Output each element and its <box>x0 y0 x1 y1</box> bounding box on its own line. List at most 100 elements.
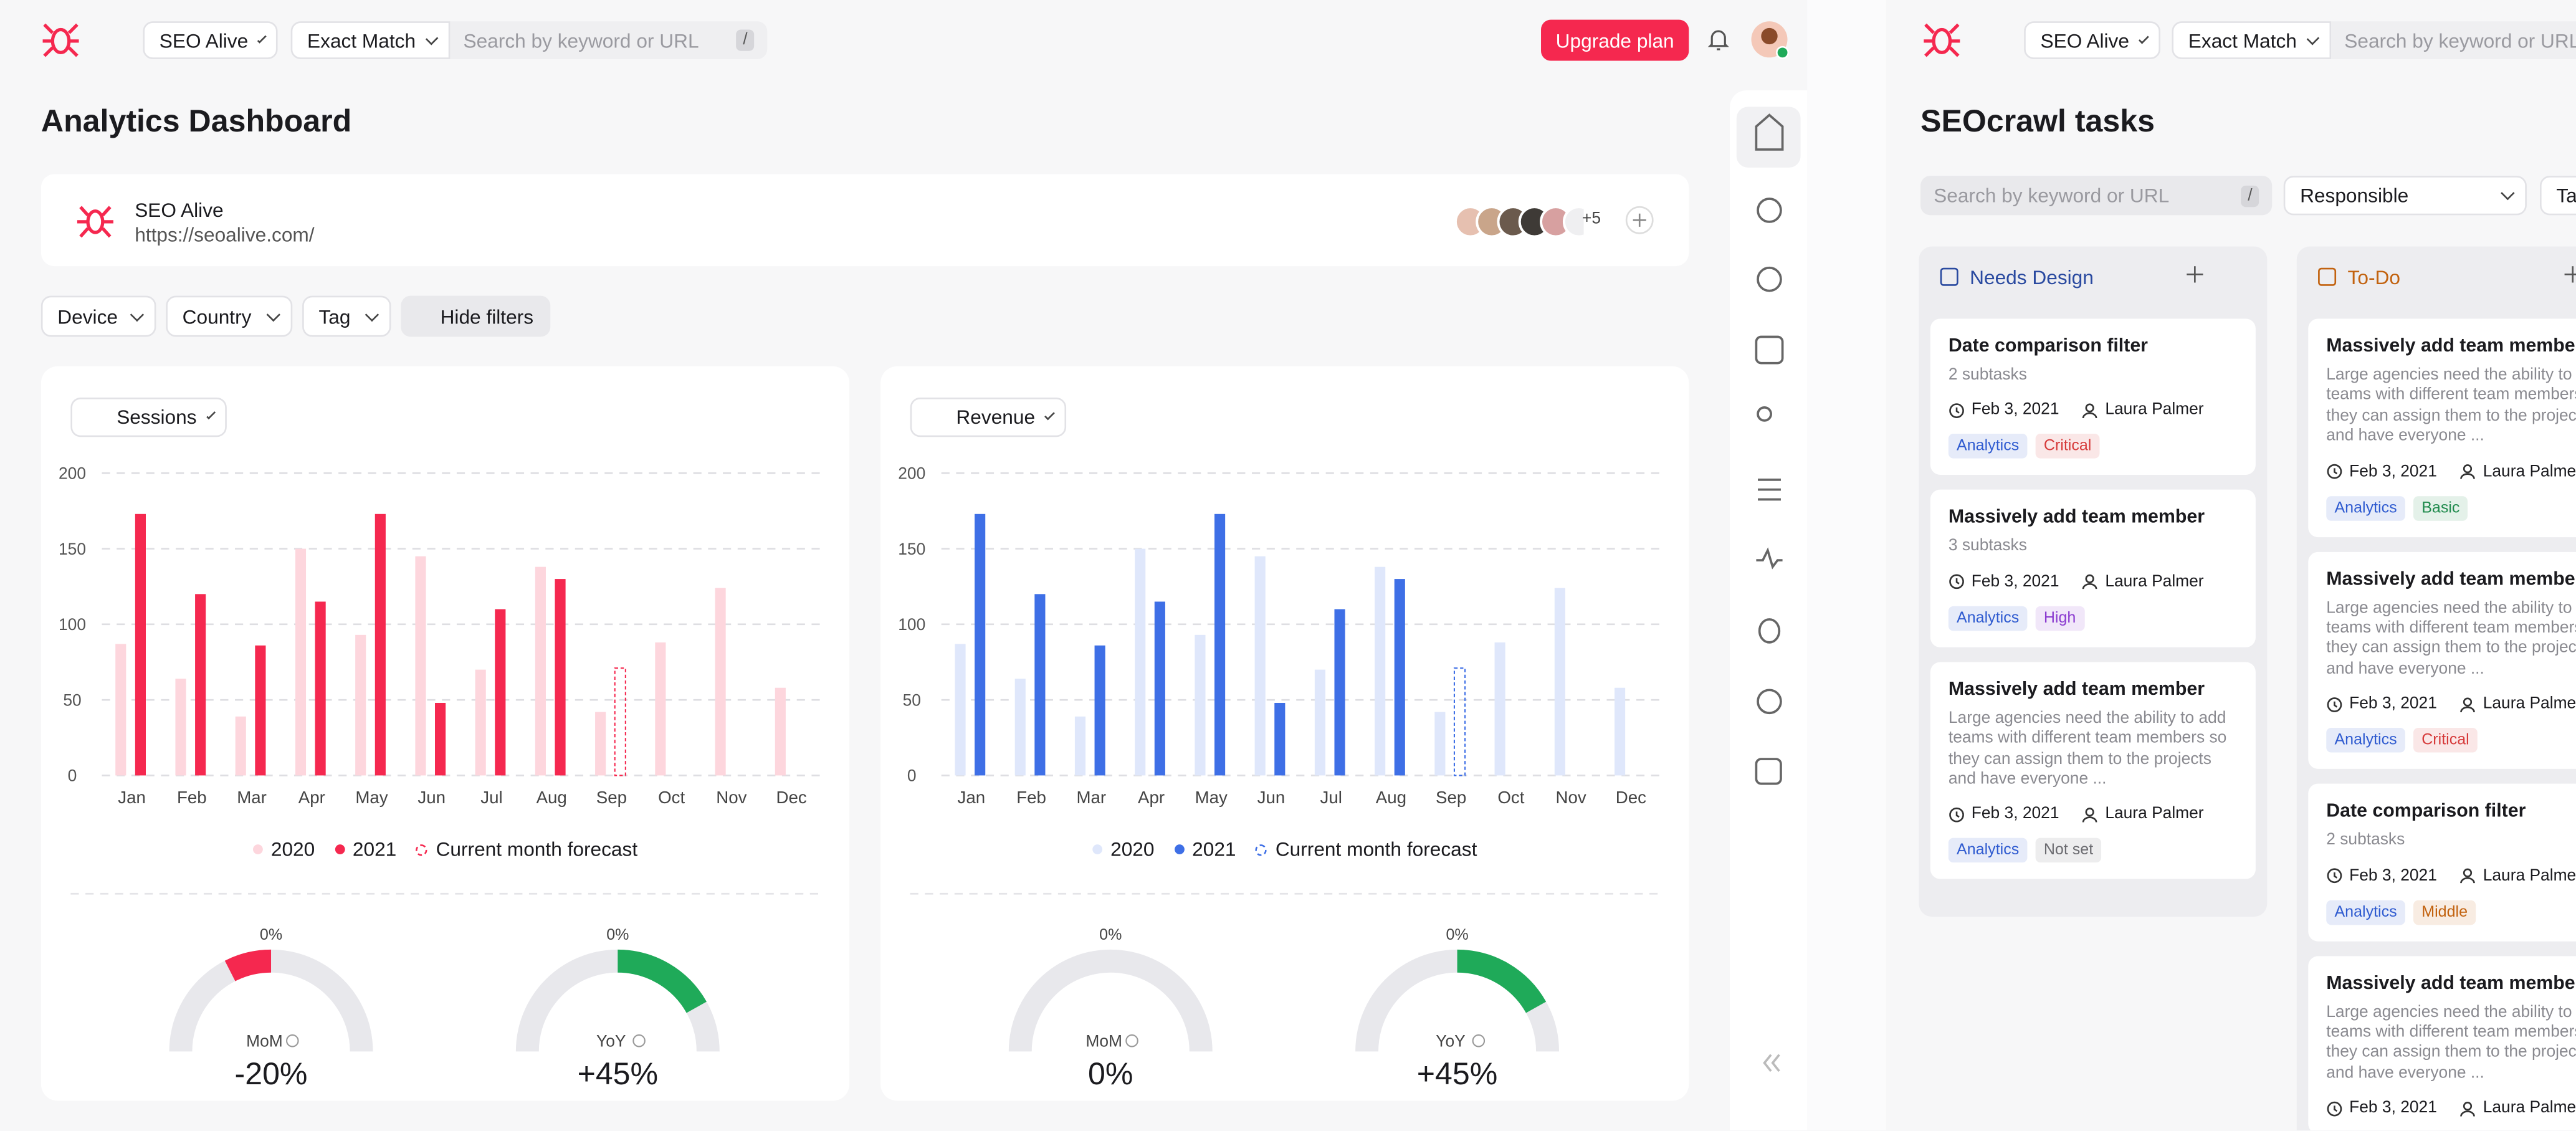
filter-button[interactable]: Tag <box>302 295 391 337</box>
filter-button[interactable]: Country <box>166 295 293 337</box>
logo[interactable] <box>39 18 82 61</box>
card-assignee: Laura Palmer <box>2082 573 2204 591</box>
tag[interactable]: Analytics <box>1948 606 2028 631</box>
nav-target[interactable] <box>1757 266 1782 292</box>
add-card[interactable] <box>2187 261 2203 287</box>
legend-item[interactable]: Current month forecast <box>416 838 637 861</box>
project-select[interactable]: SEO Alive <box>143 21 278 59</box>
tag-select[interactable]: Tag <box>2539 176 2576 216</box>
x-tick-label: Mar <box>237 788 267 807</box>
task-card[interactable]: Date comparison filter 2 subtasks Feb 3, 2… <box>1930 318 2256 476</box>
nav-history[interactable] <box>1757 689 1782 715</box>
tag[interactable]: Analytics <box>2326 899 2405 925</box>
avatar[interactable] <box>1750 20 1793 63</box>
gauge-zero: 0% <box>606 926 629 943</box>
site-url[interactable]: https://seoalive.com/ <box>135 223 315 247</box>
legend-item[interactable]: 2020 <box>252 838 315 861</box>
task-search[interactable]: Search by keyword or URL / <box>1920 176 2273 216</box>
tag[interactable]: Analytics <box>1948 838 2028 864</box>
card-subtasks: 2 subtasks <box>2326 831 2405 850</box>
legend-marker <box>1174 844 1184 854</box>
legend-item[interactable]: Current month forecast <box>1256 838 1477 861</box>
x-tick-label: Apr <box>298 788 325 807</box>
match-select[interactable]: Exact Match <box>2172 21 2332 59</box>
bar <box>955 644 966 776</box>
card-description: Large agencies need the ability to add t… <box>2326 599 2576 679</box>
search-box[interactable]: Search by keyword or URL <box>2331 21 2576 59</box>
nav-list[interactable] <box>1758 479 1781 501</box>
task-card[interactable]: Massively add team member Large agencies … <box>2308 551 2576 770</box>
tag[interactable]: Critical <box>2413 728 2478 753</box>
metric-select[interactable]: Sessions <box>70 398 227 437</box>
gauge-track <box>1355 949 1560 1052</box>
bar <box>255 645 266 776</box>
collapse[interactable] <box>1763 1054 1780 1072</box>
add-member[interactable] <box>1624 206 1654 235</box>
member-avatars[interactable] <box>1453 204 1584 240</box>
legend-item[interactable]: 2021 <box>334 838 396 861</box>
match-select[interactable]: Exact Match <box>290 21 451 59</box>
filter-button[interactable]: Device <box>41 295 156 337</box>
project-select[interactable]: SEO Alive <box>2024 21 2160 59</box>
bar <box>235 716 246 776</box>
date-text: Feb 3, 2021 <box>1971 573 2059 591</box>
task-card[interactable]: Massively add team member 3 subtasks Feb 3… <box>1930 490 2256 647</box>
x-tick-label: Sep <box>1436 788 1466 807</box>
gauge-track <box>169 949 373 1052</box>
logo[interactable] <box>1920 18 1963 61</box>
bar <box>1154 601 1165 776</box>
legend: 2020 2021 Current month forecast <box>41 838 849 861</box>
site-name: SEO Alive <box>135 199 224 222</box>
nav-chart[interactable] <box>1755 335 1784 365</box>
bar <box>1375 566 1386 776</box>
tag[interactable]: High <box>2035 606 2084 631</box>
card-date: Feb 3, 2021 <box>2326 695 2437 713</box>
nav-edit[interactable] <box>1755 758 1782 785</box>
assignee-text: Laura Palmer <box>2483 867 2576 885</box>
card-tags: Analytics Middle <box>2326 899 2576 925</box>
task-card[interactable]: Massively add team member Large agencies … <box>2308 318 2576 537</box>
nav-bug[interactable] <box>1758 618 1781 644</box>
nav-timer[interactable] <box>1757 198 1782 223</box>
nav-home[interactable] <box>1755 113 1784 151</box>
sidebar-icons <box>1736 107 1801 1072</box>
bar <box>1615 687 1626 776</box>
bar <box>1254 556 1266 776</box>
date-text: Feb 3, 2021 <box>2349 695 2437 713</box>
tag[interactable]: Not set <box>2035 838 2102 864</box>
x-tick-label: Feb <box>1016 788 1046 807</box>
legend-item[interactable]: 2021 <box>1174 838 1236 861</box>
bar <box>1494 642 1505 776</box>
nav-activity[interactable] <box>1756 547 1783 570</box>
legend-item[interactable]: 2020 <box>1092 838 1154 861</box>
metric-select[interactable]: Revenue <box>910 398 1067 437</box>
shortcut: / <box>736 29 755 51</box>
bar <box>495 609 506 776</box>
add-card[interactable] <box>2564 261 2576 287</box>
task-card[interactable]: Massively add team member Large agencies … <box>1930 662 2256 880</box>
nav-users[interactable] <box>1757 406 1772 422</box>
tag[interactable]: Analytics <box>2326 728 2405 753</box>
tag[interactable]: Analytics <box>1948 434 2028 459</box>
tag[interactable]: Middle <box>2413 899 2476 925</box>
task-card[interactable]: Date comparison filter 2 subtasks Feb 3, 2… <box>2308 784 2576 941</box>
tag[interactable]: Critical <box>2035 434 2100 459</box>
card-title: Massively add team member <box>2326 336 2576 357</box>
search-box[interactable]: Search by keyword or URL / <box>450 21 768 59</box>
y-tick-label: 200 <box>898 464 925 483</box>
filter-button[interactable]: Hide filters <box>401 295 551 337</box>
legend-label: 2020 <box>1110 838 1155 861</box>
tasks-title: SEOcrawl tasks <box>1920 105 2155 140</box>
gauge-label: MoM <box>246 1031 283 1050</box>
x-tick-label: Oct <box>658 788 685 807</box>
tag[interactable]: Basic <box>2413 495 2468 520</box>
task-card[interactable]: Massively add team member Large agencies … <box>2308 955 2576 1130</box>
bell-icon[interactable] <box>1707 28 1730 53</box>
responsible-select[interactable]: Responsible <box>2283 176 2527 216</box>
gauge-zero: 0% <box>1099 926 1122 943</box>
tag[interactable]: Analytics <box>2326 495 2405 520</box>
bar <box>715 588 726 776</box>
upgrade-button[interactable]: Upgrade plan <box>1541 19 1689 61</box>
card-tags: Analytics Not set <box>1948 838 2238 864</box>
card-tags: Analytics Basic <box>2326 495 2576 520</box>
